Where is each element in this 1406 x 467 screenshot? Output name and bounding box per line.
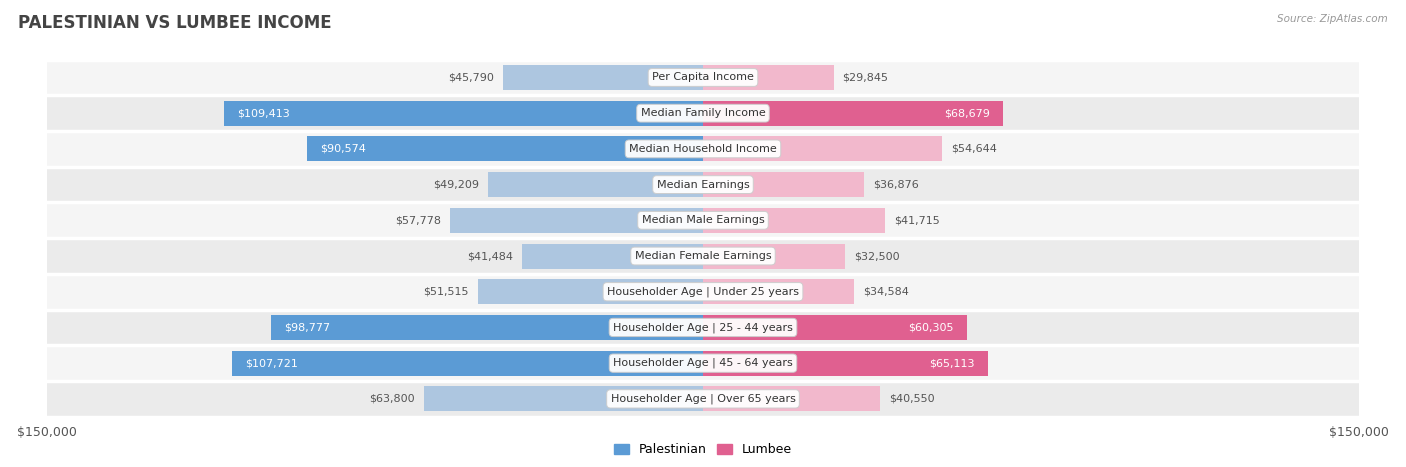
Text: $60,305: $60,305 bbox=[908, 322, 953, 333]
Bar bbox=[450, 208, 703, 233]
Text: $68,679: $68,679 bbox=[945, 108, 990, 118]
Bar bbox=[522, 243, 703, 269]
Text: Per Capita Income: Per Capita Income bbox=[652, 72, 754, 83]
Bar bbox=[703, 208, 886, 233]
Text: $41,715: $41,715 bbox=[894, 215, 941, 225]
Text: $45,790: $45,790 bbox=[449, 72, 494, 83]
Text: $57,778: $57,778 bbox=[395, 215, 441, 225]
Bar bbox=[46, 167, 1360, 203]
Bar bbox=[425, 386, 703, 411]
Text: PALESTINIAN VS LUMBEE INCOME: PALESTINIAN VS LUMBEE INCOME bbox=[18, 14, 332, 32]
Text: $36,876: $36,876 bbox=[873, 180, 918, 190]
Text: Householder Age | Over 65 years: Householder Age | Over 65 years bbox=[610, 394, 796, 404]
Bar bbox=[503, 65, 703, 90]
Bar bbox=[703, 386, 880, 411]
Text: $65,113: $65,113 bbox=[929, 358, 974, 368]
Bar bbox=[703, 351, 988, 375]
Bar bbox=[703, 315, 967, 340]
Text: $54,644: $54,644 bbox=[950, 144, 997, 154]
Bar bbox=[46, 60, 1360, 95]
Text: Median Male Earnings: Median Male Earnings bbox=[641, 215, 765, 225]
Bar bbox=[703, 136, 942, 162]
Bar bbox=[46, 95, 1360, 131]
Bar bbox=[703, 279, 855, 304]
Text: $40,550: $40,550 bbox=[889, 394, 935, 404]
Bar bbox=[478, 279, 703, 304]
Bar bbox=[703, 65, 834, 90]
Text: Householder Age | 45 - 64 years: Householder Age | 45 - 64 years bbox=[613, 358, 793, 368]
Bar bbox=[703, 243, 845, 269]
Text: Median Household Income: Median Household Income bbox=[628, 144, 778, 154]
Text: Median Female Earnings: Median Female Earnings bbox=[634, 251, 772, 261]
Text: $49,209: $49,209 bbox=[433, 180, 479, 190]
Text: $32,500: $32,500 bbox=[853, 251, 900, 261]
Text: Householder Age | Under 25 years: Householder Age | Under 25 years bbox=[607, 286, 799, 297]
Text: $63,800: $63,800 bbox=[370, 394, 415, 404]
Text: $109,413: $109,413 bbox=[238, 108, 290, 118]
Bar bbox=[46, 310, 1360, 345]
Bar bbox=[232, 351, 703, 375]
Bar bbox=[46, 345, 1360, 381]
Text: $51,515: $51,515 bbox=[423, 287, 470, 297]
Bar bbox=[46, 203, 1360, 238]
Text: $34,584: $34,584 bbox=[863, 287, 908, 297]
Bar bbox=[307, 136, 703, 162]
Text: $41,484: $41,484 bbox=[467, 251, 513, 261]
Bar bbox=[46, 131, 1360, 167]
Bar bbox=[271, 315, 703, 340]
Text: Median Earnings: Median Earnings bbox=[657, 180, 749, 190]
Bar bbox=[46, 274, 1360, 310]
Text: Source: ZipAtlas.com: Source: ZipAtlas.com bbox=[1277, 14, 1388, 24]
Text: $98,777: $98,777 bbox=[284, 322, 330, 333]
Text: $90,574: $90,574 bbox=[321, 144, 366, 154]
Bar bbox=[703, 172, 865, 197]
Text: Median Family Income: Median Family Income bbox=[641, 108, 765, 118]
Bar bbox=[46, 381, 1360, 417]
Text: $107,721: $107,721 bbox=[245, 358, 298, 368]
Text: $29,845: $29,845 bbox=[842, 72, 889, 83]
Bar bbox=[46, 238, 1360, 274]
Bar bbox=[703, 101, 1004, 126]
Text: Householder Age | 25 - 44 years: Householder Age | 25 - 44 years bbox=[613, 322, 793, 333]
Bar bbox=[225, 101, 703, 126]
Bar bbox=[488, 172, 703, 197]
Legend: Palestinian, Lumbee: Palestinian, Lumbee bbox=[609, 439, 797, 461]
